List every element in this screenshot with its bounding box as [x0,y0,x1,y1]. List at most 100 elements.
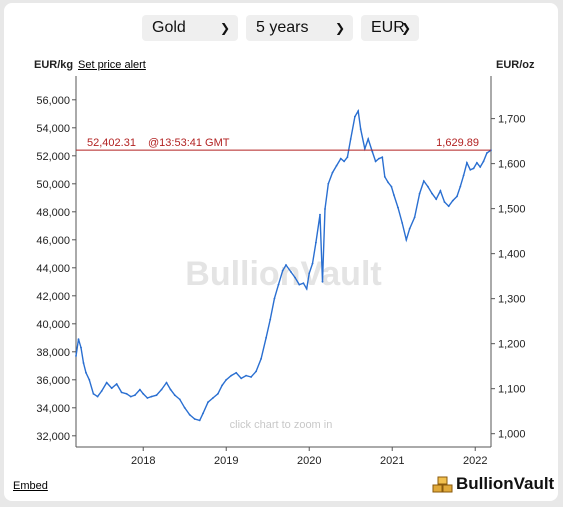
price-point [146,397,149,399]
price-point [466,161,468,164]
right-tick-label: 1,000 [498,429,526,441]
brand-logo: BullionVault [432,472,554,494]
price-point [225,378,228,381]
price-point [142,392,145,395]
price-point [193,418,196,420]
price-point [294,276,296,279]
x-tick-label: 2021 [380,455,404,467]
price-point [354,115,356,118]
price-point [331,171,334,174]
controls-bar: Gold ❯ 5 years ❯ EUR ❯ [4,15,558,43]
price-point [462,174,465,177]
price-point [290,271,292,273]
price-point [431,192,433,195]
price-point [387,181,389,184]
price-point [418,192,421,195]
price-point [80,346,82,349]
price-point [439,189,442,192]
price-point [339,157,342,160]
price-point [169,388,172,391]
price-point [217,392,219,395]
price-point [92,392,95,395]
price-point [486,152,488,154]
left-tick-label: 56,000 [36,95,70,107]
left-tick-label: 44,000 [36,263,70,275]
right-tick-label: 1,500 [498,204,526,216]
left-tick-label: 36,000 [36,375,70,387]
price-point [188,413,191,416]
price-point [125,392,128,395]
price-point [308,272,311,275]
price-point [265,336,267,339]
current-price-time: @13:53:41 GMT [148,137,230,149]
price-point [230,374,233,377]
price-point [456,195,458,198]
price-point [469,168,472,171]
current-price-eur-oz: 1,629.89 [436,137,479,149]
price-point [273,297,276,300]
price-point [139,388,141,391]
brand-name: BullionVault [456,474,555,493]
price-point [302,282,305,285]
price-point [207,401,209,404]
price-point [378,157,380,160]
price-point [110,387,113,390]
price-point [472,167,475,170]
price-point [367,138,370,140]
price-point [447,205,450,208]
left-tick-label: 40,000 [36,319,70,331]
right-tick-label: 1,400 [498,249,526,261]
price-point [390,185,393,188]
chevron-down-icon: ❯ [219,21,230,35]
left-tick-label: 50,000 [36,179,70,191]
left-tick-label: 34,000 [36,403,70,415]
price-point [451,199,454,202]
left-tick-label: 54,000 [36,123,70,135]
price-point [346,156,349,159]
price-point [349,138,352,140]
price-point [75,355,77,357]
price-point [105,381,108,384]
price-point [96,395,99,398]
price-point [100,390,103,392]
x-tick-label: 2022 [463,455,487,467]
price-point [401,222,404,224]
price-point [260,357,262,360]
price-point [405,238,408,241]
embed-link[interactable]: Embed [13,480,48,492]
right-tick-label: 1,200 [498,339,526,351]
chevron-down-icon: ❯ [400,21,411,35]
set-price-alert-link[interactable]: Set price alert [78,59,146,71]
price-point [82,362,85,364]
price-point [479,166,482,168]
metal-select-value: Gold [152,19,186,36]
price-point [315,241,317,244]
price-point [285,264,287,266]
price-point [202,412,204,415]
price-point [408,227,411,230]
price-point [435,198,438,201]
price-point [245,374,248,377]
period-select[interactable]: 5 years ❯ [246,15,353,41]
price-point [155,394,158,397]
price-point [357,110,360,112]
price-point [343,160,345,163]
currency-select[interactable]: EUR ❯ [361,15,419,41]
x-tick-label: 2020 [297,455,321,467]
right-tick-label: 1,300 [498,294,526,306]
metal-select[interactable]: Gold ❯ [142,15,238,41]
price-point [281,269,284,272]
price-point [160,388,163,391]
price-point [221,384,224,387]
gold-bars-icon [432,476,453,493]
left-tick-label: 48,000 [36,207,70,219]
right-tick-label: 1,100 [498,384,526,396]
price-point [183,406,186,409]
price-point [115,383,118,385]
price-point [150,395,153,398]
period-select-value: 5 years [256,19,309,36]
price-point [381,156,384,159]
price-point [443,201,446,203]
left-tick-label: 52,000 [36,151,70,163]
